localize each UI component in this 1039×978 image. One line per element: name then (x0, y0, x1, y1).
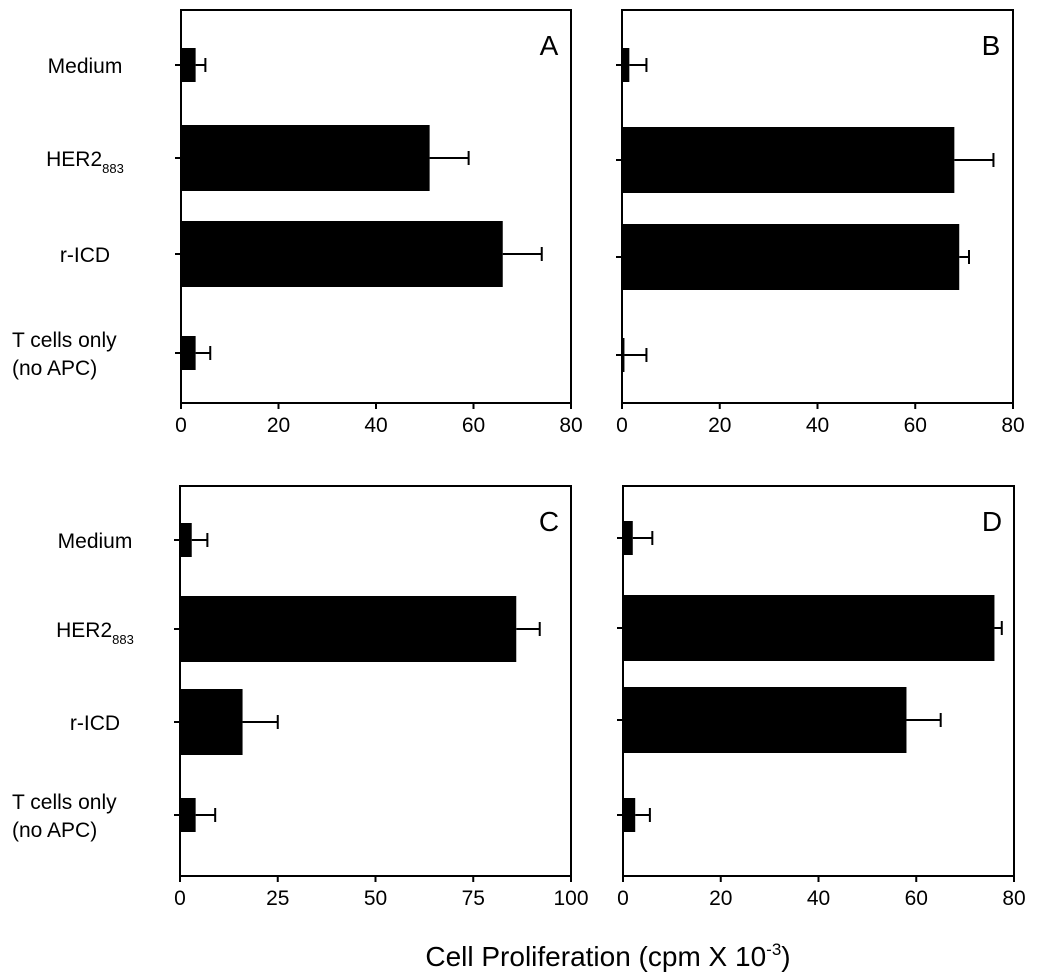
y-category-label: (no APC) (12, 357, 97, 380)
panel-label: A (540, 30, 559, 61)
y-category-label: r-ICD (70, 712, 120, 735)
bar (623, 798, 636, 832)
y-category-label-sub: 883 (102, 161, 124, 176)
x-tick-label: 20 (709, 887, 732, 910)
plot-frame (622, 485, 1015, 877)
bar (622, 338, 625, 372)
y-category-label-base: HER2 (56, 619, 112, 642)
x-tick-label: 0 (174, 887, 186, 910)
bar (181, 336, 196, 370)
plot-frame (621, 9, 1014, 404)
bar (180, 523, 192, 557)
x-tick-label: 60 (904, 414, 927, 437)
y-category-label-base: HER2 (46, 148, 102, 171)
panel-label: B (982, 30, 1001, 61)
plot-frame (180, 9, 572, 404)
y-category-label: T cells only (12, 329, 117, 352)
y-category-label: HER2883 (56, 619, 134, 647)
x-tick-label: 50 (364, 887, 387, 910)
x-tick-label: 0 (175, 414, 187, 437)
x-tick-label: 60 (905, 887, 928, 910)
y-category-label: Medium (48, 55, 123, 78)
y-category-label: r-ICD (60, 244, 110, 267)
bar (180, 689, 243, 755)
panel-label: C (539, 506, 559, 537)
y-category-label: (no APC) (12, 819, 97, 842)
bar (623, 687, 907, 753)
x-tick-label: 25 (266, 887, 289, 910)
y-category-label: Medium (58, 530, 133, 553)
panel-a: A 0 20 40 60 80 Medium HER2883 r-ICD T cells only… (12, 9, 583, 437)
bar (623, 595, 995, 661)
bar (623, 521, 633, 555)
bar (181, 48, 196, 82)
y-category-label-sub: 883 (112, 632, 134, 647)
panel-c: C 0 25 50 75 100 Medium HER2883 r-ICD T cells onl… (12, 485, 589, 910)
bar (181, 221, 503, 287)
plot-frame (179, 485, 572, 877)
bar (622, 48, 630, 82)
x-tick-label: 40 (364, 414, 387, 437)
x-axis-title-main: Cell Proliferation (cpm X 10 (425, 941, 766, 972)
y-category-label: T cells only (12, 791, 117, 814)
bar (180, 798, 196, 832)
x-tick-label: 75 (462, 887, 485, 910)
x-tick-label: 40 (807, 887, 830, 910)
x-tick-label: 20 (267, 414, 290, 437)
x-axis-title: Cell Proliferation (cpm X 10-3) (425, 940, 790, 972)
x-tick-label: 80 (1001, 414, 1024, 437)
panel-d: D 0 20 40 60 80 (617, 485, 1026, 910)
x-tick-label: 0 (616, 414, 628, 437)
x-tick-label: 40 (806, 414, 829, 437)
bar (180, 596, 517, 662)
panel-label: D (982, 506, 1002, 537)
x-tick-label: 80 (1002, 887, 1025, 910)
bar (622, 127, 955, 193)
panel-b: B 0 20 40 60 80 (616, 9, 1025, 437)
x-axis-title-end: ) (781, 941, 790, 972)
bar (181, 125, 430, 191)
x-tick-label: 60 (462, 414, 485, 437)
x-tick-label: 80 (559, 414, 582, 437)
x-tick-label: 20 (708, 414, 731, 437)
x-axis-title-sup: -3 (766, 940, 781, 959)
x-tick-label: 0 (617, 887, 629, 910)
y-category-label: HER2883 (46, 148, 124, 176)
bar (622, 224, 960, 290)
x-tick-label: 100 (553, 887, 588, 910)
